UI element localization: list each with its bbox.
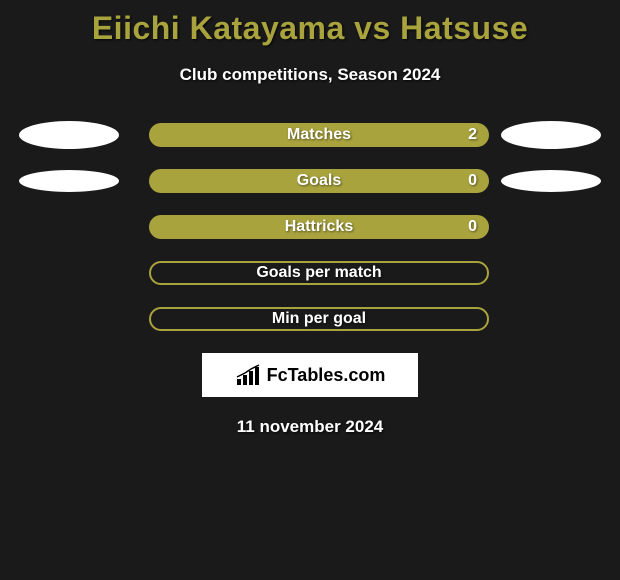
comparison-infographic: Eiichi Katayama vs Hatsuse Club competit…: [0, 0, 620, 580]
stat-row: Goals 0: [0, 169, 620, 193]
stat-label: Matches: [287, 126, 351, 144]
logo-box: FcTables.com: [202, 353, 418, 397]
stat-row: Goals per match: [0, 261, 620, 285]
stat-value: 0: [468, 218, 477, 236]
stat-bar: Min per goal: [149, 307, 489, 331]
left-ellipse: [19, 170, 119, 192]
logo-text: FcTables.com: [267, 365, 386, 386]
stat-row: Hattricks 0: [0, 215, 620, 239]
stat-row: Min per goal: [0, 307, 620, 331]
stat-bar: Matches 2: [149, 123, 489, 147]
stat-label: Goals: [297, 172, 341, 190]
stat-bar: Hattricks 0: [149, 215, 489, 239]
stat-label: Goals per match: [256, 264, 381, 282]
stat-label: Min per goal: [272, 310, 366, 328]
chart-icon: [235, 363, 263, 387]
right-ellipse: [501, 170, 601, 192]
stat-bar: Goals 0: [149, 169, 489, 193]
subtitle: Club competitions, Season 2024: [0, 65, 620, 85]
stat-value: 0: [468, 172, 477, 190]
stat-value: 2: [468, 126, 477, 144]
stat-label: Hattricks: [285, 218, 353, 236]
page-title: Eiichi Katayama vs Hatsuse: [0, 0, 620, 47]
stat-row: Matches 2: [0, 123, 620, 147]
right-ellipse: [501, 121, 601, 149]
left-ellipse: [19, 121, 119, 149]
date-label: 11 november 2024: [0, 417, 620, 437]
stats-list: Matches 2 Goals 0 Hattricks 0 Goals per match M…: [0, 123, 620, 331]
stat-bar: Goals per match: [149, 261, 489, 285]
